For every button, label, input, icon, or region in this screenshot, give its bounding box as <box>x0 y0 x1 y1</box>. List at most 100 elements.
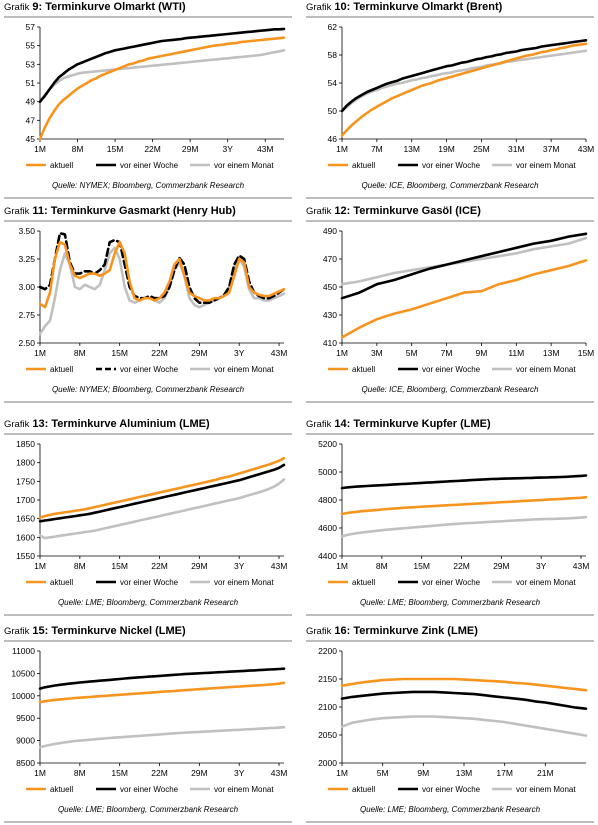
y-tick-label: 50 <box>328 106 338 116</box>
x-tick-label: 11M <box>508 348 524 358</box>
y-tick-label: 57 <box>26 22 36 32</box>
chart-svg: 2000 2050 2100 2150 2200 1M 5M 9M 13M 17M 21M aktue… <box>318 646 588 794</box>
bottom-rule <box>306 401 594 403</box>
panel-grafik-12: Grafik 12: Terminkurve Gasöl (ICE) 410 43… <box>306 205 594 405</box>
chart-title: Grafik 12: Terminkurve Gasöl (ICE) <box>306 205 481 217</box>
x-tick-label: 15M <box>111 348 128 358</box>
chart-source: Quelle: LME; Bloomberg, Commerzbank Rese… <box>359 598 541 607</box>
series-line-0 <box>38 36 286 141</box>
legend-label: aktuell <box>352 365 375 374</box>
x-tick-label: 15M <box>107 144 124 154</box>
bottom-rule <box>4 821 292 823</box>
series-line-1 <box>340 690 588 710</box>
panel-grafik-14: Grafik 14: Terminkurve Kupfer (LME) 4400… <box>306 418 594 618</box>
legend-label: aktuell <box>50 161 73 170</box>
legend-label: aktuell <box>50 365 73 374</box>
chart-source: Quelle: LME; Bloomberg, Commerzbank Rese… <box>359 805 541 814</box>
y-tick-label: 1750 <box>16 476 35 486</box>
x-tick-label: 43M <box>573 561 590 571</box>
chart-source: Quelle: LME; Bloomberg, Commerzbank Rese… <box>57 805 239 814</box>
grafik-prefix: Grafik <box>306 206 332 217</box>
y-tick-label: 2200 <box>318 646 337 656</box>
x-tick-label: 22M <box>151 561 168 571</box>
grafik-prefix: Grafik <box>4 626 30 637</box>
chart-svg: 4400 4600 4800 5000 5200 1M 8M 15M 22M 29M 3Y 43M ak… <box>318 439 590 587</box>
x-tick-label: 19M <box>438 144 455 154</box>
chart-title: Grafik 14: Terminkurve Kupfer (LME) <box>306 418 491 430</box>
x-tick-label: 1M <box>34 144 46 154</box>
grafik-number: 16: <box>334 625 351 637</box>
x-tick-label: 13M <box>403 144 420 154</box>
x-tick-label: 1M <box>34 348 46 358</box>
x-tick-label: 5M <box>377 768 389 778</box>
x-tick-label: 3Y <box>234 768 245 778</box>
x-tick-label: 8M <box>72 144 84 154</box>
series-line-1 <box>340 232 588 300</box>
y-tick-label: 4800 <box>318 495 337 505</box>
grafik-number: 12: <box>334 205 351 217</box>
y-tick-label: 5200 <box>318 439 337 449</box>
chart-source: Quelle: ICE, Bloomberg, Commerzbank Rese… <box>361 181 539 190</box>
grafik-prefix: Grafik <box>306 419 332 430</box>
y-tick-label: 46 <box>328 134 338 144</box>
y-tick-label: 1550 <box>16 551 35 561</box>
x-tick-label: 15M <box>111 561 128 571</box>
y-tick-label: 3.50 <box>18 226 35 236</box>
y-tick-label: 1800 <box>16 458 35 468</box>
x-tick-label: 31M <box>508 144 525 154</box>
x-tick-label: 1M <box>336 561 348 571</box>
grafik-prefix: Grafik <box>4 206 30 217</box>
y-tick-label: 1850 <box>16 439 35 449</box>
title-rule <box>306 220 594 222</box>
chart-title: Grafik 9: Terminkurve Olmarkt (WTI) <box>4 1 186 13</box>
legend-label: vor einem Monat <box>214 578 274 587</box>
x-tick-label: 29M <box>191 348 208 358</box>
legend-label: vor einem Monat <box>214 161 274 170</box>
y-tick-label: 2.50 <box>18 338 35 348</box>
x-tick-label: 8M <box>74 768 86 778</box>
x-tick-label: 7M <box>371 144 383 154</box>
chart-source: Quelle: ICE, Bloomberg, Commerzbank Rese… <box>361 385 539 394</box>
y-tick-label: 2150 <box>318 674 337 684</box>
title-rule <box>306 640 594 642</box>
series-line-2 <box>340 49 588 113</box>
legend-label: vor einer Woche <box>120 578 179 587</box>
series-line-1 <box>38 231 286 304</box>
x-tick-label: 9M <box>417 768 429 778</box>
series-line-0 <box>340 677 588 692</box>
y-tick-label: 10500 <box>11 668 35 678</box>
legend-label: vor einer Woche <box>120 365 179 374</box>
title-rule <box>306 16 594 18</box>
chart-source: Quelle: LME; Bloomberg, Commerzbank Rese… <box>57 598 239 607</box>
grafik-number: 13: <box>32 418 49 430</box>
y-tick-label: 3.25 <box>18 254 35 264</box>
legend-label: vor einer Woche <box>422 578 481 587</box>
panel-grafik-16: Grafik 16: Terminkurve Zink (LME) 2000 20… <box>306 625 594 825</box>
title-rule <box>4 16 292 18</box>
x-tick-label: 1M <box>34 561 46 571</box>
chart-title: Grafik 16: Terminkurve Zink (LME) <box>306 625 478 637</box>
series-line-1 <box>38 463 286 523</box>
x-tick-label: 8M <box>74 561 86 571</box>
x-tick-label: 29M <box>191 768 208 778</box>
series-line-2 <box>38 48 286 103</box>
x-tick-label: 43M <box>271 561 288 571</box>
y-tick-label: 47 <box>26 115 36 125</box>
x-tick-label: 25M <box>473 144 490 154</box>
y-tick-label: 53 <box>26 59 36 69</box>
x-tick-label: 8M <box>74 348 86 358</box>
chart-source: Quelle: NYMEX; Bloomberg, Commerzbank Re… <box>51 385 245 394</box>
y-tick-label: 8500 <box>16 758 35 768</box>
legend-label: vor einer Woche <box>120 785 179 794</box>
series-line-1 <box>38 27 286 103</box>
y-tick-label: 430 <box>323 310 337 320</box>
legend-label: vor einer Woche <box>422 365 481 374</box>
x-tick-label: 1M <box>336 348 348 358</box>
grafik-number: 15: <box>32 625 49 637</box>
x-tick-label: 15M <box>578 348 594 358</box>
y-tick-label: 9000 <box>16 736 35 746</box>
grafik-number: 10: <box>334 1 351 13</box>
title-rule <box>4 220 292 222</box>
series-line-0 <box>340 259 588 339</box>
chart-title: Grafik 10: Terminkurve Olmarkt (Brent) <box>306 1 502 13</box>
